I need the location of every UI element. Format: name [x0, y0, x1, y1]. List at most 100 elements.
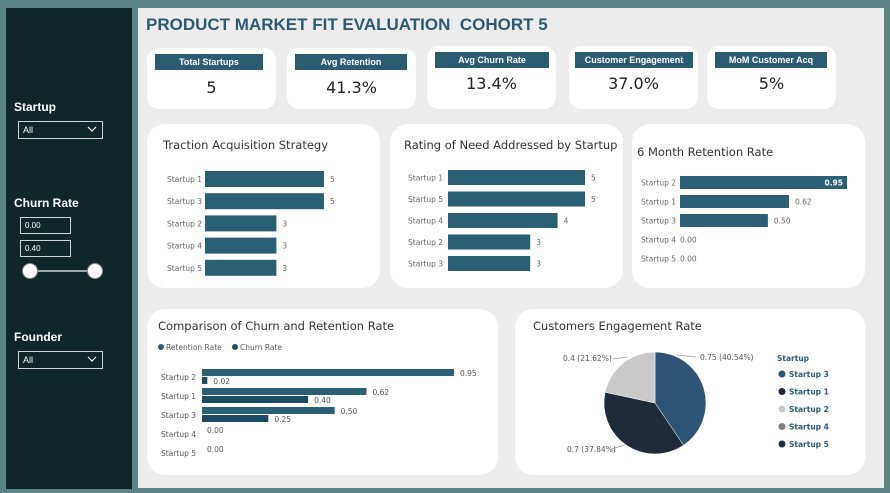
kpi-card-avg-churn-rate: Avg Churn Rate 13.4% [427, 46, 556, 109]
chart-title: Customers Engagement Rate [533, 319, 702, 333]
tick-label-startup-3: Startup 3 [641, 217, 676, 226]
bar-startup-2 [680, 176, 847, 189]
tick-label-startup-4: Startup 4 [167, 242, 202, 251]
data-label-startup-3: 3 [536, 260, 541, 269]
legend-startup-4: Startup 4 [789, 423, 829, 432]
tick-label-startup-4: Startup 4 [408, 217, 443, 226]
startup-dropdown[interactable]: All [18, 121, 103, 139]
churn-rate-filter-label: Churn Rate [14, 196, 79, 210]
churn-rate-min-input[interactable]: 0.00 [20, 217, 71, 234]
data-label-startup-3: 0.50 [774, 217, 791, 226]
bar-startup-2 [448, 234, 531, 250]
legend-marker-startup-1 [778, 388, 786, 395]
data-label-retention-rate-startup-1: 0.62 [372, 388, 389, 397]
data-label-retention-rate-startup-3: 0.50 [341, 407, 358, 416]
bar-churn-rate-startup-1 [202, 396, 309, 403]
data-label-retention-rate-startup-2: 0.95 [460, 369, 477, 378]
data-label-startup-4: 3 [282, 242, 287, 251]
bar-startup-3 [680, 214, 768, 227]
founder-dropdown[interactable]: All [18, 351, 103, 369]
data-label-startup-5: 5 [591, 195, 596, 204]
kpi-value: 37.0% [608, 74, 659, 93]
kpi-value: 41.3% [326, 78, 377, 97]
data-label-churn-rate-startup-1: 0.40 [314, 396, 331, 405]
tick-label-startup-2: Startup 2 [641, 179, 676, 188]
card-churn-retention: Comparison of Churn and Retention Rate R… [147, 309, 498, 475]
kpi-label: Avg Churn Rate [435, 52, 549, 68]
bar-startup-3 [205, 193, 324, 210]
churn-rate-slider-track[interactable] [30, 270, 96, 272]
tick-label-startup-3: Startup 3 [167, 197, 202, 206]
tick-label-startup-1: Startup 1 [408, 174, 443, 183]
chart-title: Comparison of Churn and Retention Rate [158, 319, 395, 333]
chart-title: Traction Acquisition Strategy [163, 138, 329, 152]
legend-retention-rate: Retention Rate [166, 343, 222, 352]
tick-label-startup-4: Startup 4 [641, 236, 676, 245]
tick-label-startup-5: Startup 5 [167, 264, 202, 273]
churn-rate-slider-min-handle[interactable] [22, 263, 38, 279]
bar-retention-rate-startup-1 [202, 388, 367, 395]
tick-label-startup-3: Startup 3 [161, 411, 196, 420]
data-label-startup-2: 3 [282, 219, 287, 228]
data-label-retention-rate-startup-4: 0.00 [207, 426, 224, 435]
retention-rate-chart: Startup 2 0.95 Startup 1 0.62 Startup 3 0.50 S… [641, 176, 847, 264]
bar-startup-5 [205, 259, 277, 276]
legend-startup-5: Startup 5 [789, 440, 829, 449]
tick-label-startup-2: Startup 2 [161, 373, 196, 382]
kpi-label: Total Startups [155, 54, 263, 70]
legend-marker-churn-rate [232, 344, 238, 350]
churn-rate-slider-max-handle[interactable] [87, 263, 103, 279]
legend-startup-1: Startup 1 [789, 388, 829, 397]
tick-label-startup-5: Startup 5 [641, 255, 676, 264]
page-title: PRODUCT MARKET FIT EVALUATION COHORT 5 [146, 15, 548, 34]
tick-label-startup-1: Startup 1 [161, 392, 196, 401]
legend-marker-startup-4 [778, 423, 786, 430]
founder-filter-label: Founder [14, 330, 62, 344]
kpi-value: 5% [758, 74, 785, 93]
bar-startup-5 [448, 191, 585, 207]
legend-churn-rate: Churn Rate [240, 343, 282, 352]
kpi-label: Avg Retention [295, 54, 407, 70]
bar-churn-rate-startup-2 [202, 377, 208, 384]
data-label-startup-4: 0.00 [680, 236, 697, 245]
bar-startup-1 [205, 171, 324, 187]
legend-marker-startup-5 [778, 440, 786, 448]
chart-title: 6 Month Retention Rate [637, 145, 774, 159]
data-label-retention-rate-startup-5: 0.00 [207, 445, 224, 454]
tick-label-startup-1: Startup 1 [167, 175, 202, 184]
kpi-label: Customer Engagement [575, 52, 693, 68]
data-label-startup-2: 3 [536, 238, 541, 247]
kpi-card-customer-engagement: Customer Engagement 37.0% [569, 46, 698, 109]
tick-label-startup-4: Startup 4 [161, 430, 196, 439]
traction-acquisition-chart: Startup 1 5 Startup 3 5 Startup 2 3 Startup 4 3… [167, 171, 335, 276]
card-retention-rate: 6 Month Retention Rate Startup 2 0.95 Star… [632, 124, 865, 288]
bar-startup-1 [448, 170, 585, 185]
card-traction-acquisition: Traction Acquisition Strategy Startup 1 5… [147, 124, 380, 288]
pie-slice-startup-1 [603, 391, 684, 455]
bar-churn-rate-startup-3 [202, 415, 269, 422]
tick-label-startup-2: Startup 2 [167, 219, 202, 228]
engagement-rate-chart: 0.75 (40.54%) 0.7 (37.84%) 0.4 (21.62%) Sta… [563, 351, 829, 455]
data-label-startup-1: 0.62 [795, 198, 812, 207]
data-label-startup-1: 5 [330, 175, 335, 184]
kpi-card-mom-customer-acq: MoM Customer Acq 5% [707, 46, 836, 109]
bar-retention-rate-startup-2 [202, 369, 454, 376]
legend-marker-startup-2 [778, 405, 786, 413]
pie-slice-startup-2 [604, 351, 656, 404]
card-rating-need: Rating of Need Addressed by Startup Star… [390, 124, 623, 288]
legend-marker-retention-rate [158, 344, 164, 350]
tick-label-startup-5: Startup 5 [408, 195, 443, 204]
leader-line-startup-1 [610, 444, 626, 450]
bar-retention-rate-startup-3 [202, 407, 335, 414]
data-label-startup-1: 0.7 (37.84%) [567, 445, 616, 454]
tick-label-startup-1: Startup 1 [641, 198, 676, 207]
churn-rate-max-input[interactable]: 0.40 [20, 240, 71, 257]
card-engagement-rate: Customers Engagement Rate 0.75 (40.54%) 0… [515, 309, 865, 475]
chart-title: Rating of Need Addressed by Startup [404, 138, 618, 152]
leader-line-startup-3 [676, 354, 697, 358]
kpi-label: MoM Customer Acq [715, 52, 827, 68]
kpi-card-total-startups: Total Startups 5 [147, 48, 276, 109]
chevron-down-icon [87, 356, 97, 362]
data-label-churn-rate-startup-3: 0.25 [274, 415, 291, 424]
data-label-churn-rate-startup-2: 0.02 [213, 377, 230, 386]
